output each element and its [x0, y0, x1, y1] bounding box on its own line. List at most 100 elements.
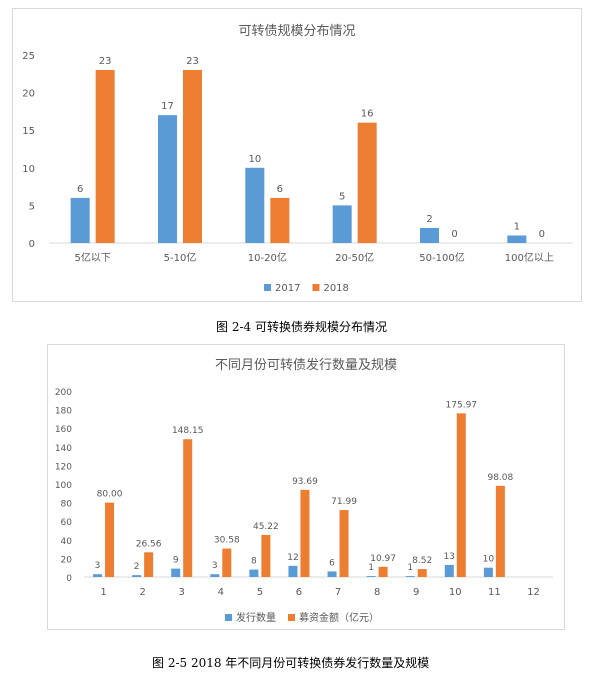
chart1-data-label-s1-2: 6 — [277, 184, 283, 195]
chart1-title: 可转债规模分布情况 — [238, 24, 355, 39]
chart2-category-label-2: 3 — [179, 587, 185, 598]
chart2-category-label-10: 11 — [488, 587, 501, 598]
chart1-ytick-3: 15 — [22, 126, 35, 137]
chart2-data-label-s1-5: 93.69 — [292, 477, 318, 487]
chart2-data-label-s0-6: 6 — [329, 558, 335, 568]
chart2-title: 不同月份可转债发行数量及规模 — [215, 357, 397, 373]
figure-caption-2-4: 图 2-4 可转换债券规模分布情况 — [216, 320, 387, 334]
chart2-category-label-11: 12 — [527, 587, 540, 598]
chart2-bar-s1-6 — [339, 510, 349, 577]
chart2-ytick-3: 60 — [61, 518, 73, 528]
chart2-ytick-4: 80 — [61, 500, 73, 510]
chart2-ytick-1: 20 — [61, 555, 73, 565]
chart1-ytick-0: 0 — [29, 239, 35, 250]
chart1-data-label-s1-0: 23 — [99, 56, 112, 67]
chart1-ytick-1: 5 — [29, 201, 35, 212]
chart1-category-label-1: 5-10亿 — [164, 251, 197, 264]
chart1-category-label-5: 100亿以上 — [505, 251, 554, 264]
chart1-bar-s0-2 — [245, 167, 265, 243]
chart1-data-label-s0-0: 6 — [77, 184, 83, 195]
chart-monthly-issuance-svg: 不同月份可转债发行数量及规模 0 20 40 60 80 100 120 140 160 180 20… — [55, 357, 553, 624]
chart2-category-label-7: 8 — [374, 587, 380, 598]
chart2-ytick-5: 100 — [55, 481, 72, 491]
chart1-legend-swatch-1 — [312, 284, 320, 291]
chart2-data-label-s0-5: 12 — [287, 553, 298, 563]
chart2-data-label-s1-3: 30.58 — [214, 536, 240, 546]
chart1-data-label-s0-3: 5 — [339, 191, 345, 202]
chart2-bar-s0-8 — [405, 576, 415, 577]
chart2-bar-s1-4 — [261, 534, 271, 577]
chart2-ytick-8: 160 — [55, 425, 72, 435]
chart2-category-label-6: 7 — [335, 587, 341, 598]
chart-scale-distribution: 可转债规模分布情况 0 5 10 15 20 25 5亿以下 6 23 5-10亿 17 23 10-20… — [12, 8, 582, 302]
chart1-bar-s0-4 — [420, 227, 439, 243]
chart2-data-label-s0-7: 1 — [368, 563, 374, 573]
chart1-legend-label-1: 2018 — [323, 283, 348, 294]
chart1-ytick-2: 10 — [22, 164, 35, 175]
chart2-data-label-s0-3: 3 — [212, 561, 218, 571]
chart2-bar-s1-5 — [300, 489, 310, 577]
chart2-ytick-7: 140 — [55, 444, 72, 454]
chart1-data-label-s0-2: 10 — [248, 154, 261, 165]
chart1-data-label-s1-5: 0 — [539, 229, 545, 240]
chart2-data-label-s1-0: 80.00 — [97, 490, 123, 500]
chart1-legend-label-0: 2017 — [275, 283, 300, 294]
chart2-legend-label-0: 发行数量 — [236, 611, 276, 624]
chart2-data-label-s0-9: 13 — [444, 552, 455, 562]
chart1-bar-s0-5 — [507, 235, 527, 243]
chart2-bar-s0-0 — [93, 574, 103, 577]
chart2-bar-s1-3 — [222, 548, 232, 577]
chart2-data-label-s1-9: 175.97 — [446, 400, 478, 410]
chart1-bar-s0-1 — [158, 115, 177, 243]
chart2-legend-swatch-1 — [288, 614, 295, 621]
chart2-data-label-s0-1: 2 — [134, 562, 140, 572]
chart2-ytick-2: 40 — [61, 537, 73, 547]
chart2-ytick-10: 200 — [55, 388, 72, 398]
chart2-ytick-0: 0 — [66, 574, 72, 584]
chart2-data-label-s1-7: 10.97 — [370, 554, 396, 564]
chart2-data-label-s1-8: 8.52 — [412, 556, 432, 566]
chart2-data-label-s0-4: 8 — [251, 557, 257, 567]
chart1-data-label-s1-3: 16 — [361, 109, 374, 120]
figure-caption-2-5: 图 2-5 2018 年不同月份可转换债券发行数量及规模 — [152, 656, 430, 670]
chart1-data-label-s1-1: 23 — [186, 56, 199, 67]
chart1-bar-s1-0 — [95, 70, 115, 243]
chart2-bar-s1-0 — [105, 502, 115, 577]
chart2-category-label-0: 1 — [100, 587, 106, 598]
chart2-ytick-9: 180 — [55, 407, 72, 417]
chart1-data-label-s1-4: 0 — [451, 229, 457, 240]
chart1-bar-s0-0 — [70, 197, 90, 243]
chart2-bar-s0-9 — [444, 564, 454, 577]
chart1-bar-s1-1 — [183, 70, 202, 243]
chart2-data-label-s0-2: 9 — [173, 556, 179, 566]
chart2-bar-s1-9 — [456, 413, 466, 577]
chart2-category-label-1: 2 — [139, 587, 145, 598]
chart2-bar-s1-2 — [183, 439, 193, 577]
chart2-bar-s1-10 — [495, 485, 505, 577]
chart2-bar-s1-1 — [144, 552, 154, 577]
chart2-bar-s0-1 — [132, 575, 142, 577]
chart1-category-label-4: 50-100亿 — [419, 251, 464, 264]
chart2-category-label-9: 10 — [449, 587, 462, 598]
chart2-data-label-s0-0: 3 — [95, 561, 101, 571]
chart2-data-label-s1-6: 71.99 — [331, 497, 357, 507]
chart1-data-label-s0-5: 1 — [514, 221, 520, 232]
chart2-data-label-s1-1: 26.56 — [136, 539, 162, 549]
chart1-bar-s1-3 — [357, 122, 377, 243]
chart2-bar-s0-10 — [483, 567, 493, 577]
chart2-category-label-5: 6 — [296, 587, 302, 598]
chart1-data-label-s0-4: 2 — [426, 214, 432, 225]
chart2-data-label-s1-4: 45.22 — [253, 522, 279, 532]
chart2-legend-label-1: 募资金额（亿元） — [299, 611, 379, 624]
chart2-bar-s0-5 — [288, 565, 298, 577]
chart2-data-label-s1-10: 98.08 — [487, 473, 513, 483]
chart2-bar-s0-6 — [327, 571, 337, 577]
chart1-ytick-4: 20 — [22, 89, 35, 100]
chart2-data-label-s1-2: 148.15 — [172, 426, 204, 436]
chart2-data-label-s0-8: 1 — [407, 563, 413, 573]
chart-scale-distribution-svg: 可转债规模分布情况05101520255亿以下6235-10亿172310-20… — [22, 24, 573, 294]
chart1-bar-s0-3 — [332, 205, 352, 243]
chart2-category-label-8: 9 — [413, 587, 419, 598]
chart1-data-label-s0-1: 17 — [161, 101, 174, 112]
chart2-bar-s1-8 — [417, 569, 427, 577]
